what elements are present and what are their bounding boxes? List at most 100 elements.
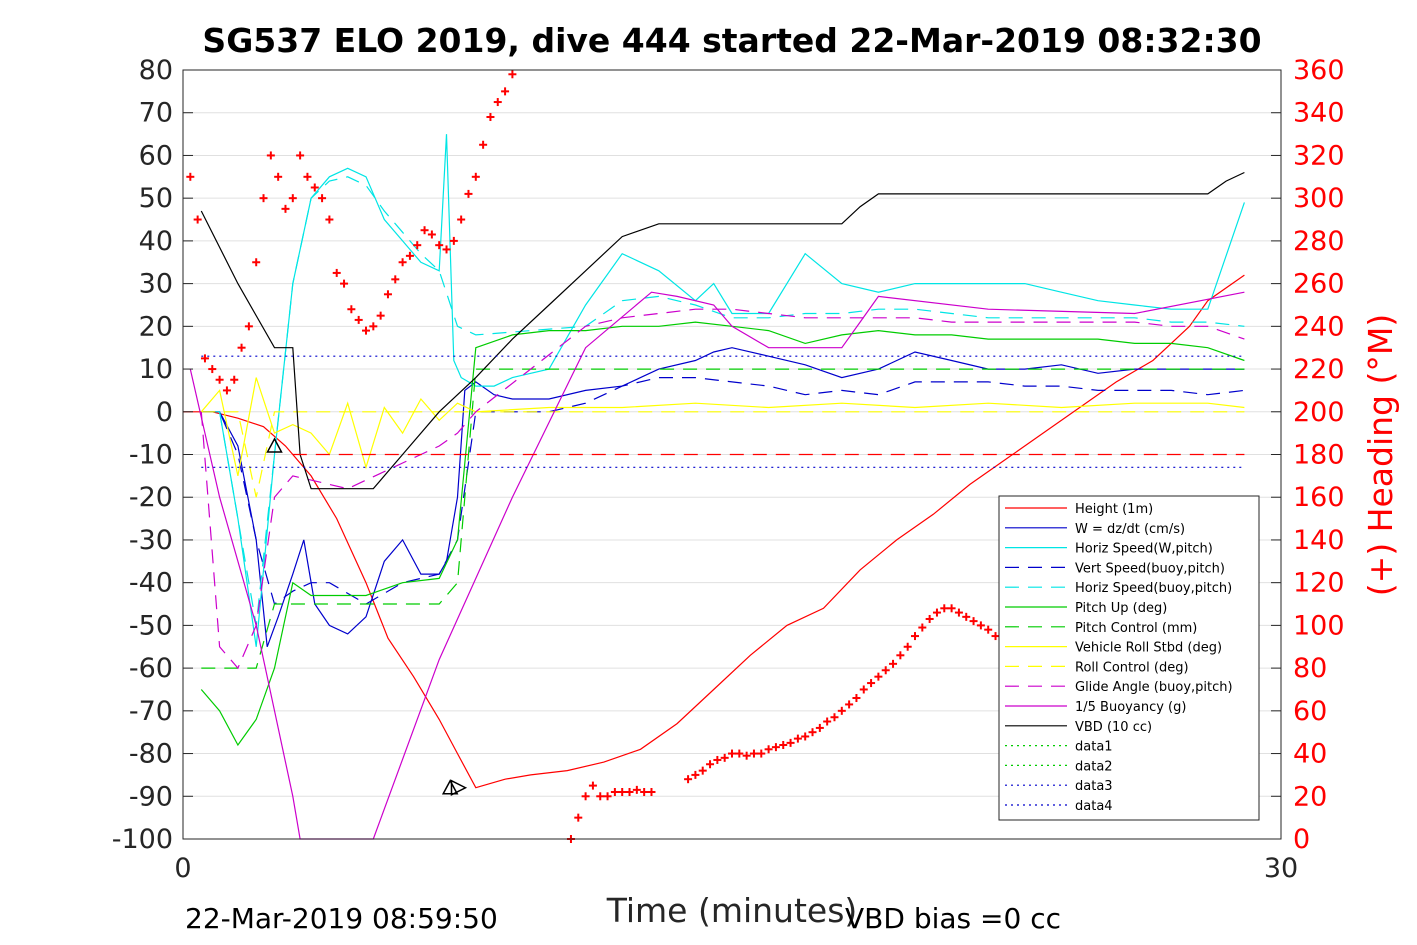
y2-tick-label: 360 bbox=[1293, 55, 1345, 86]
legend-label: Vehicle Roll Stbd (deg) bbox=[1075, 641, 1222, 656]
y-tick-label: -70 bbox=[129, 696, 173, 727]
heading-point bbox=[354, 315, 363, 324]
series-line-7 bbox=[200, 377, 1245, 477]
heading-point bbox=[940, 604, 949, 613]
series-line-4 bbox=[219, 176, 1245, 626]
legend-label: Horiz Speed(buoy,pitch) bbox=[1075, 581, 1232, 596]
y2-tick-label: 220 bbox=[1293, 354, 1345, 385]
heading-point bbox=[347, 305, 356, 314]
legend-label: data2 bbox=[1075, 759, 1113, 774]
footer-vbd-bias: VBD bias =0 cc bbox=[845, 902, 1061, 935]
heading-point bbox=[259, 194, 268, 203]
series-line-10 bbox=[189, 291, 1245, 840]
series-line-1 bbox=[201, 347, 1245, 648]
x-tick-label: 30 bbox=[1264, 853, 1298, 884]
y-tick-label: 80 bbox=[139, 55, 173, 86]
heading-point bbox=[193, 215, 202, 224]
y2-tick-label: 160 bbox=[1293, 482, 1345, 513]
heading-point bbox=[786, 738, 795, 747]
y-tick-label: 40 bbox=[139, 226, 173, 257]
heading-point bbox=[442, 245, 451, 254]
heading-point bbox=[698, 766, 707, 775]
y-tick-label: 70 bbox=[139, 98, 173, 129]
y2-tick-label: 120 bbox=[1293, 568, 1345, 599]
series-line-11 bbox=[200, 171, 1245, 490]
heading-point bbox=[742, 751, 751, 760]
heading-point bbox=[369, 322, 378, 331]
heading-point bbox=[420, 226, 429, 235]
heading-point bbox=[610, 788, 619, 797]
x-tick-label: 0 bbox=[174, 853, 191, 884]
heading-point bbox=[486, 112, 495, 121]
heading-point bbox=[991, 632, 1000, 641]
heading-point bbox=[449, 236, 458, 245]
heading-point bbox=[801, 732, 810, 741]
heading-point bbox=[962, 612, 971, 621]
heading-point bbox=[728, 749, 736, 758]
heading-point bbox=[413, 241, 422, 250]
y-tick-label: -40 bbox=[129, 568, 173, 599]
heading-point bbox=[244, 322, 253, 331]
event-marker bbox=[450, 779, 468, 796]
y2-tick-label: 340 bbox=[1293, 98, 1345, 129]
heading-point bbox=[749, 749, 758, 758]
legend-label: Vert Speed(buoy,pitch) bbox=[1075, 561, 1225, 576]
heading-point bbox=[230, 375, 239, 384]
event-marker bbox=[266, 437, 283, 453]
heading-point bbox=[215, 375, 224, 384]
heading-point bbox=[281, 204, 290, 213]
legend-label: data4 bbox=[1075, 799, 1113, 814]
heading-point bbox=[640, 788, 649, 797]
legend-label: Horiz Speed(W,pitch) bbox=[1075, 542, 1213, 557]
heading-point bbox=[647, 788, 656, 797]
y2-tick-label: 320 bbox=[1293, 140, 1345, 171]
series-line-0 bbox=[183, 274, 1245, 789]
heading-point bbox=[735, 749, 744, 758]
heading-point bbox=[574, 813, 583, 822]
series-line-9 bbox=[200, 308, 1245, 670]
heading-point bbox=[464, 189, 473, 198]
y2-tick-label: 200 bbox=[1293, 397, 1345, 428]
y2-tick-label: 20 bbox=[1293, 781, 1327, 812]
heading-point bbox=[984, 625, 993, 634]
heading-point bbox=[793, 734, 802, 743]
heading-point bbox=[391, 275, 400, 284]
heading-point bbox=[625, 788, 634, 797]
heading-point bbox=[325, 215, 334, 224]
y2-tick-label: 300 bbox=[1293, 183, 1345, 214]
heading-point bbox=[376, 311, 385, 320]
heading-point bbox=[427, 230, 436, 239]
heading-point bbox=[837, 706, 846, 715]
y-tick-label: -50 bbox=[129, 610, 173, 641]
heading-point bbox=[903, 642, 912, 651]
heading-point bbox=[303, 172, 312, 181]
y2-tick-label: 140 bbox=[1293, 525, 1345, 556]
heading-point bbox=[266, 151, 275, 160]
heading-point bbox=[896, 651, 905, 660]
heading-point bbox=[508, 70, 517, 79]
heading-point bbox=[632, 785, 641, 794]
heading-point bbox=[779, 741, 788, 750]
heading-point bbox=[435, 241, 444, 250]
legend-label: Height (1m) bbox=[1075, 502, 1153, 517]
heading-point bbox=[757, 749, 766, 758]
heading-point bbox=[588, 781, 597, 790]
heading-point bbox=[918, 623, 927, 632]
heading-point bbox=[362, 326, 370, 335]
legend-label: VBD (10 cc) bbox=[1075, 720, 1152, 735]
heading-point bbox=[252, 258, 261, 267]
legend-label: 1/5 Buoyancy (g) bbox=[1075, 700, 1186, 715]
y-tick-label: -80 bbox=[129, 739, 173, 770]
heading-point bbox=[457, 215, 466, 224]
y2-tick-label: 280 bbox=[1293, 226, 1345, 257]
y-tick-label: -10 bbox=[129, 440, 173, 471]
tick-layer: 80706050403020100-10-20-30-40-50-60-70-8… bbox=[112, 55, 1345, 884]
footer-timestamp: 22-Mar-2019 08:59:50 bbox=[185, 902, 498, 935]
y-tick-label: -30 bbox=[129, 525, 173, 556]
y-tick-label: 0 bbox=[156, 397, 173, 428]
legend-label: data1 bbox=[1075, 740, 1113, 755]
heading-point bbox=[706, 760, 715, 769]
y-tick-label: -20 bbox=[129, 482, 173, 513]
heading-point bbox=[274, 172, 283, 181]
heading-point bbox=[823, 717, 832, 726]
